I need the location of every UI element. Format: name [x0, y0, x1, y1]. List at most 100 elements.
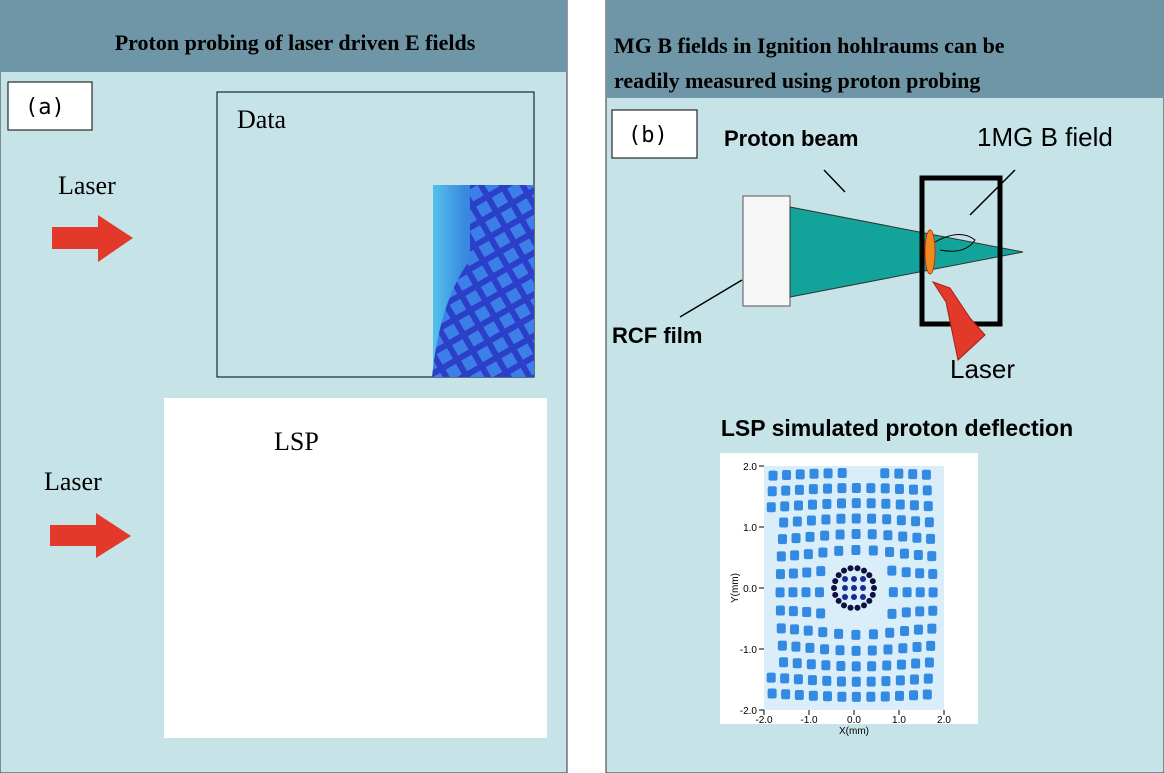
- mesh-cell: [777, 551, 786, 561]
- mesh-cell: [835, 645, 844, 655]
- mesh-cell: [908, 469, 917, 479]
- mesh-cell: [823, 691, 832, 701]
- mesh-cell: [900, 549, 909, 559]
- core-dot: [842, 576, 848, 582]
- mesh-cell: [885, 628, 894, 638]
- ring-dot: [870, 578, 876, 584]
- mesh-cell: [869, 545, 878, 555]
- mesh-cell: [909, 485, 918, 495]
- b-field-label: 1MG B field: [977, 122, 1113, 152]
- x-axis-label: X(mm): [839, 726, 869, 737]
- mesh-cell: [820, 644, 829, 654]
- lsp-frame: [164, 398, 547, 738]
- mesh-cell: [916, 587, 925, 597]
- mesh-cell: [810, 469, 819, 479]
- mesh-cell: [910, 500, 919, 510]
- mesh-cell: [869, 629, 878, 639]
- core-dot: [860, 585, 866, 591]
- mesh-cell: [896, 675, 905, 685]
- mesh-cell: [837, 483, 846, 493]
- ring-dot: [836, 598, 842, 604]
- laser-label: Laser: [950, 354, 1015, 384]
- x-tick-label: 1.0: [892, 715, 906, 726]
- mesh-cell: [852, 661, 861, 671]
- mesh-cell: [818, 548, 827, 558]
- mesh-cell: [852, 498, 861, 508]
- rcf-label: RCF film: [612, 323, 702, 348]
- ring-dot: [866, 598, 872, 604]
- mesh-cell: [895, 484, 904, 494]
- mesh-cell: [911, 659, 920, 669]
- mesh-cell: [824, 468, 833, 478]
- mesh-cell: [897, 660, 906, 670]
- mesh-cell: [882, 514, 891, 524]
- mesh-cell: [823, 484, 832, 494]
- slide: Proton probing of laser driven E fields …: [0, 0, 1164, 773]
- mesh-cell: [913, 642, 922, 652]
- mesh-cell: [866, 483, 875, 493]
- mesh-cell: [767, 673, 776, 683]
- laser-label: Laser: [58, 171, 116, 200]
- mesh-cell: [929, 587, 938, 597]
- mesh-cell: [928, 606, 937, 616]
- mesh-cell: [903, 587, 912, 597]
- mesh-cell: [902, 607, 911, 617]
- ring-dot: [832, 578, 838, 584]
- mesh-cell: [780, 673, 789, 683]
- mesh-cell: [821, 515, 830, 525]
- mesh-cell: [795, 690, 804, 700]
- core-dot: [851, 576, 857, 582]
- mesh-cell: [776, 587, 785, 597]
- mesh-cell: [887, 609, 896, 619]
- x-tick-label: -2.0: [755, 715, 773, 726]
- mesh-cell: [915, 606, 924, 616]
- mesh-cell: [898, 531, 907, 541]
- mesh-cell: [868, 646, 877, 656]
- mesh-cell: [822, 499, 831, 509]
- core-dot: [842, 585, 848, 591]
- mesh-cell: [889, 587, 898, 597]
- mesh-cell: [902, 567, 911, 577]
- mesh-cell: [815, 587, 824, 597]
- sim-title: LSP simulated proton deflection: [721, 415, 1073, 441]
- mesh-cell: [912, 533, 921, 543]
- panel-b: MG B fields in Ignition hohlraums can be…: [606, 0, 1164, 773]
- mesh-cell: [926, 641, 935, 651]
- mesh-cell: [809, 691, 818, 701]
- mesh-cell: [806, 532, 815, 542]
- panel-label: (a): [25, 95, 65, 120]
- ring-dot: [854, 605, 860, 611]
- core-dot: [851, 594, 857, 600]
- mesh-cell: [802, 607, 811, 617]
- mesh-cell: [808, 500, 817, 510]
- mesh-cell: [793, 658, 802, 668]
- mesh-cell: [881, 691, 890, 701]
- mesh-cell: [768, 689, 777, 699]
- ring-dot: [848, 605, 854, 611]
- mesh-cell: [881, 483, 890, 493]
- mesh-cell: [867, 661, 876, 671]
- rcf-film: [743, 196, 790, 306]
- mesh-cell: [883, 530, 892, 540]
- mesh-cell: [777, 623, 786, 633]
- ring-dot: [870, 592, 876, 598]
- mesh-cell: [923, 485, 932, 495]
- mesh-cell: [834, 629, 843, 639]
- mesh-cell: [852, 692, 861, 702]
- core-dot: [842, 594, 848, 600]
- mesh-cell: [791, 642, 800, 652]
- mesh-cell: [779, 518, 788, 528]
- mesh-cell: [767, 502, 776, 512]
- mesh-cell: [880, 468, 889, 478]
- mesh-cell: [789, 568, 798, 578]
- y-tick-label: -1.0: [740, 645, 758, 656]
- mesh-cell: [801, 587, 810, 597]
- mesh-cell: [782, 470, 791, 480]
- mesh-cell: [816, 566, 825, 576]
- mesh-cell: [914, 625, 923, 635]
- panel-title: MG B fields in Ignition hohlraums can be: [614, 33, 1005, 58]
- panel-title: readily measured using proton probing: [614, 68, 980, 93]
- mesh-cell: [852, 529, 861, 539]
- mesh-cell: [911, 516, 920, 526]
- mesh-cell: [796, 469, 805, 479]
